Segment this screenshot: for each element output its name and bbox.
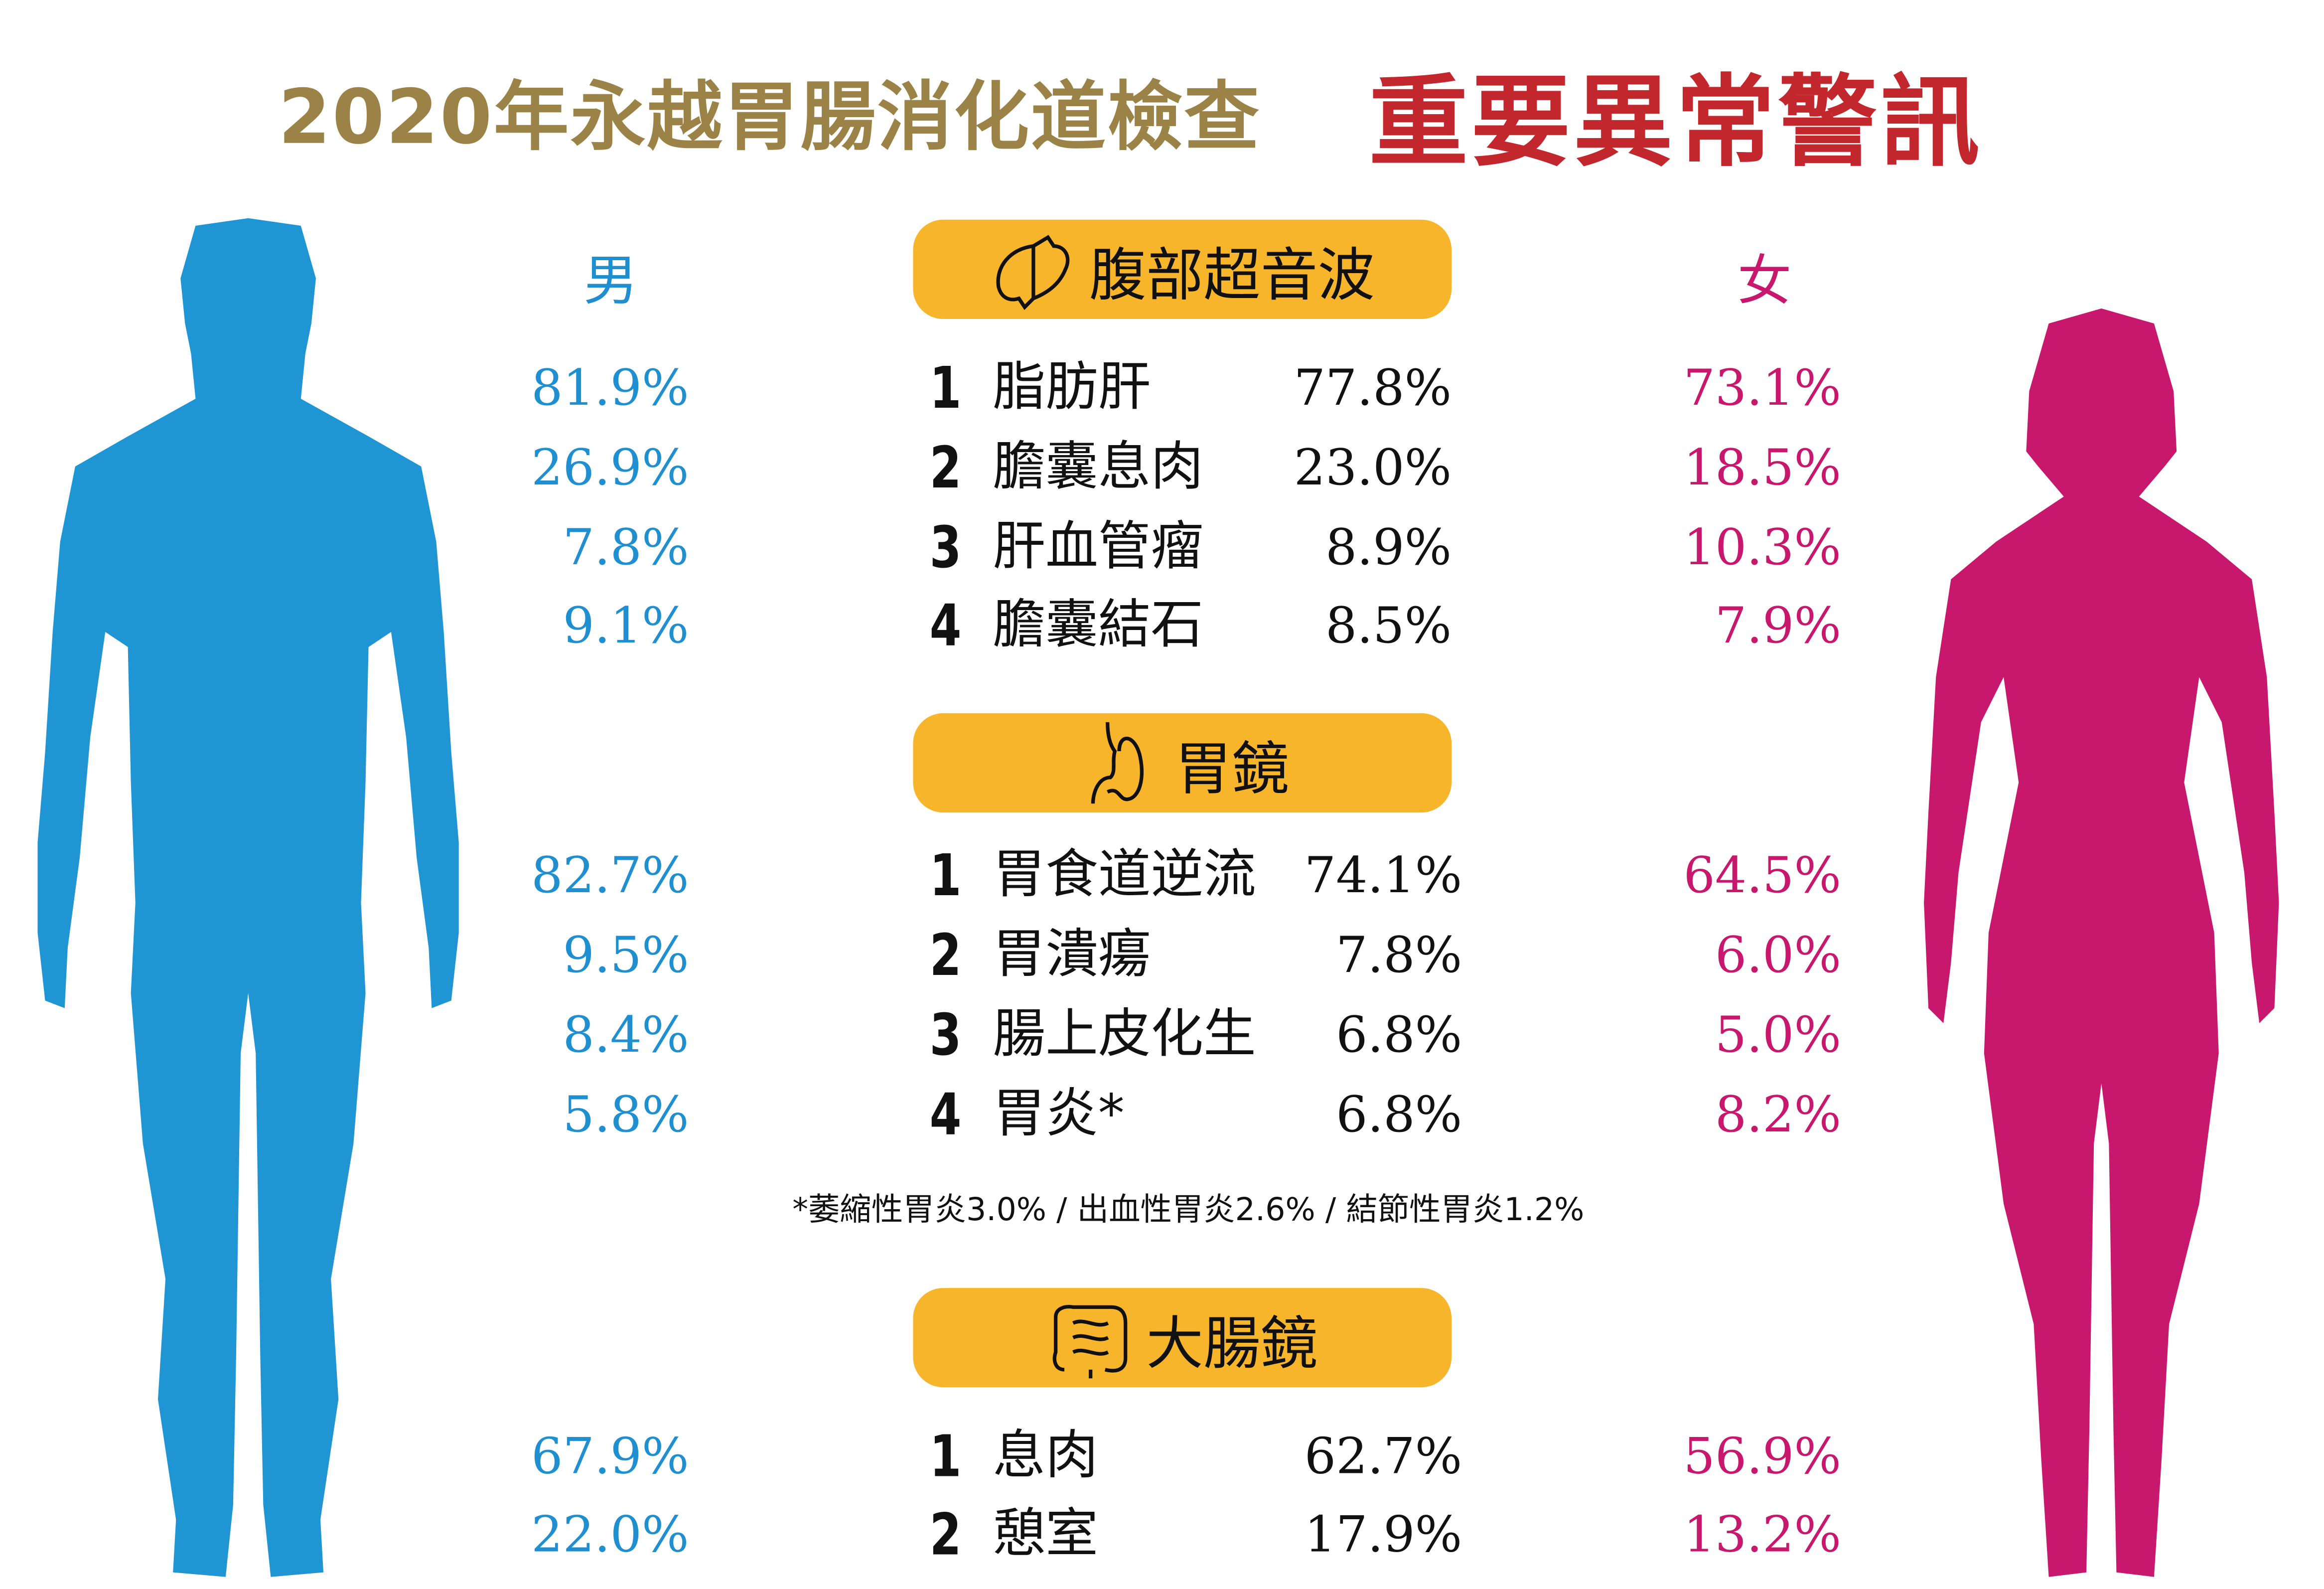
female-percent: 8.2% xyxy=(1715,1085,1842,1144)
overall-percent: 6.8% xyxy=(1336,1085,1462,1144)
table-row: 26.9% 2 膽囊息肉 23.0% 18.5% xyxy=(0,430,2324,505)
table-row: 7.8% 3 肝血管瘤 8.9% 10.3% xyxy=(0,510,2324,585)
male-silhouette xyxy=(37,218,459,1577)
male-percent: 9.1% xyxy=(563,596,689,655)
intestine-icon xyxy=(1052,1305,1128,1379)
finding-name: 息肉 xyxy=(993,1426,1098,1487)
finding-name: 膽囊息肉 xyxy=(993,438,1204,498)
section-title: 胃鏡 xyxy=(1174,735,1290,801)
overall-percent: 6.8% xyxy=(1336,1005,1462,1064)
finding-name: 膽囊結石 xyxy=(993,596,1204,656)
male-percent: 22.0% xyxy=(531,1504,689,1564)
finding-name: 脂肪肝 xyxy=(993,358,1151,419)
male-percent: 67.9% xyxy=(531,1426,689,1485)
female-percent: 13.2% xyxy=(1683,1504,1842,1564)
overall-percent: 62.7% xyxy=(1304,1426,1462,1485)
male-label: 男 xyxy=(583,251,638,313)
rank-number: 3 xyxy=(929,514,962,581)
table-row: 67.9% 1 息肉 62.7% 56.9% xyxy=(0,1419,2324,1494)
rank-number: 4 xyxy=(929,1082,962,1148)
female-percent: 7.9% xyxy=(1715,596,1842,655)
female-percent: 64.5% xyxy=(1683,845,1842,905)
table-row: 8.4% 3 腸上皮化生 6.8% 5.0% xyxy=(0,997,2324,1073)
stomach-icon xyxy=(1091,722,1144,804)
male-percent: 26.9% xyxy=(531,438,689,497)
table-row: 9.1% 4 膽囊結石 8.5% 7.9% xyxy=(0,588,2324,663)
overall-percent: 8.9% xyxy=(1325,517,1452,577)
male-percent: 8.4% xyxy=(563,1005,689,1064)
liver-icon xyxy=(996,235,1070,310)
rank-number: 4 xyxy=(929,593,962,659)
rank-number: 2 xyxy=(929,435,962,501)
rank-number: 1 xyxy=(929,842,962,909)
title-highlight: 重要異常警訊 xyxy=(1369,64,1983,181)
overall-percent: 74.1% xyxy=(1304,845,1462,905)
male-percent: 5.8% xyxy=(563,1085,689,1144)
finding-name: 胃食道逆流 xyxy=(993,845,1256,906)
section-title: 腹部超音波 xyxy=(1089,241,1375,308)
finding-name: 腸上皮化生 xyxy=(993,1005,1256,1066)
section-header-colonoscopy: 大腸鏡 xyxy=(913,1288,1452,1388)
male-percent: 82.7% xyxy=(531,845,689,905)
table-row: 82.7% 1 胃食道逆流 74.1% 64.5% xyxy=(0,838,2324,913)
female-percent: 56.9% xyxy=(1683,1426,1842,1485)
footnote: *萎縮性胃炎3.0% / 出血性胃炎2.6% / 結節性胃炎1.2% xyxy=(792,1191,1585,1228)
section-title: 大腸鏡 xyxy=(1146,1309,1318,1376)
table-row: 9.5% 2 胃潰瘍 7.8% 6.0% xyxy=(0,918,2324,993)
rank-number: 1 xyxy=(929,1423,962,1490)
overall-percent: 23.0% xyxy=(1294,438,1452,497)
finding-name: 憩室 xyxy=(993,1504,1098,1565)
table-row: 22.0% 2 憩室 17.9% 13.2% xyxy=(0,1497,2324,1573)
overall-percent: 7.8% xyxy=(1336,925,1462,984)
rank-number: 2 xyxy=(929,1501,962,1568)
female-percent: 6.0% xyxy=(1715,925,1842,984)
overall-percent: 77.8% xyxy=(1294,358,1452,417)
finding-name: 肝血管瘤 xyxy=(993,517,1204,578)
rank-number: 2 xyxy=(929,922,962,989)
table-row: 81.9% 1 脂肪肝 77.8% 73.1% xyxy=(0,350,2324,426)
female-label: 女 xyxy=(1737,251,1792,313)
overall-percent: 8.5% xyxy=(1325,596,1452,655)
section-header-ultrasound: 腹部超音波 xyxy=(913,219,1452,319)
table-row: 5.8% 4 胃炎* 6.8% 8.2% xyxy=(0,1077,2324,1152)
section-header-gastroscopy: 胃鏡 xyxy=(913,713,1452,813)
finding-name: 胃炎* xyxy=(993,1085,1125,1145)
rank-number: 3 xyxy=(929,1002,962,1069)
female-percent: 5.0% xyxy=(1715,1005,1842,1064)
overall-percent: 17.9% xyxy=(1304,1504,1462,1564)
female-silhouette xyxy=(1924,308,2279,1577)
male-percent: 81.9% xyxy=(531,358,689,417)
rank-number: 1 xyxy=(929,355,962,422)
female-percent: 18.5% xyxy=(1683,438,1842,497)
finding-name: 胃潰瘍 xyxy=(993,925,1151,986)
male-percent: 7.8% xyxy=(563,517,689,577)
female-percent: 73.1% xyxy=(1683,358,1842,417)
title: 2020年永越胃腸消化道檢查 xyxy=(278,73,1261,161)
male-percent: 9.5% xyxy=(563,925,689,984)
female-percent: 10.3% xyxy=(1683,517,1842,577)
